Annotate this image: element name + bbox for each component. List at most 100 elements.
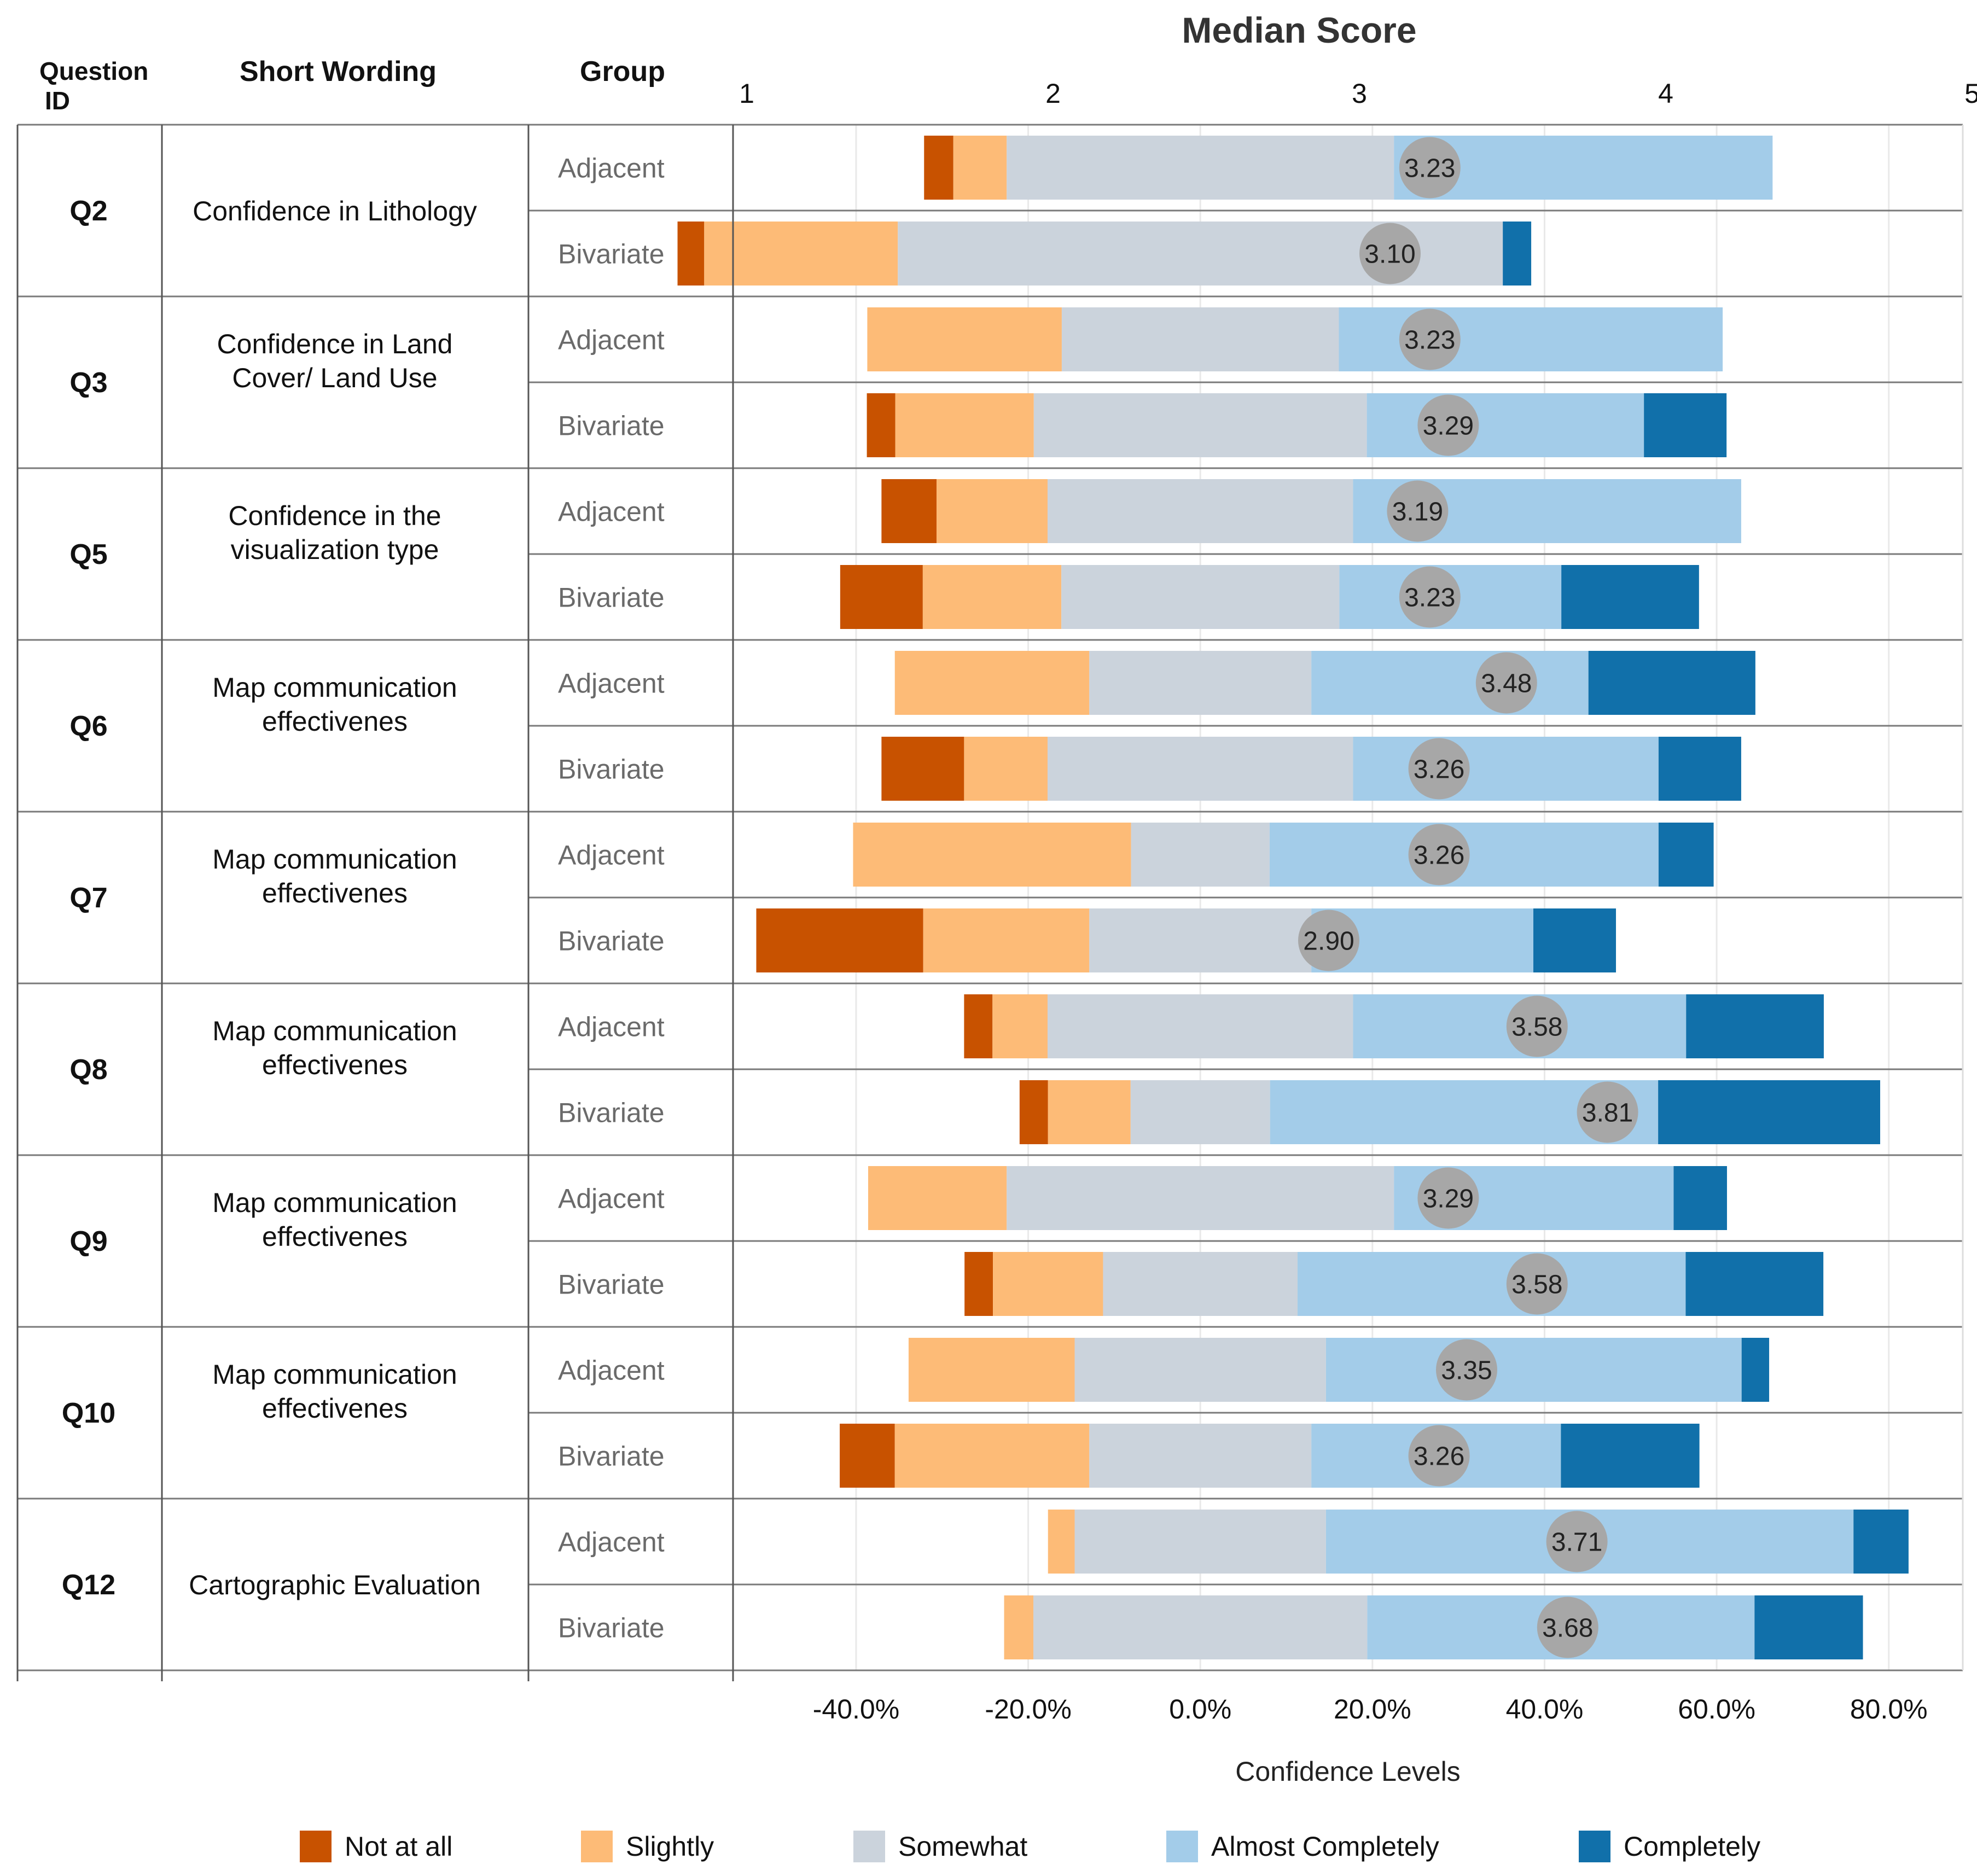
median-label: 3.35 bbox=[1441, 1356, 1492, 1385]
bar-segment bbox=[1089, 908, 1312, 972]
x-tick-label: 80.0% bbox=[1850, 1694, 1928, 1724]
x-tick-label: 60.0% bbox=[1678, 1694, 1755, 1724]
bar-segment bbox=[964, 1252, 993, 1316]
median-label: 3.19 bbox=[1392, 498, 1443, 527]
median-marker bbox=[1475, 652, 1537, 714]
group-label: Adjacent bbox=[558, 325, 665, 356]
question-id: Q12 bbox=[62, 1569, 115, 1601]
bar-segment bbox=[1853, 1510, 1909, 1574]
bar-segment bbox=[1033, 393, 1367, 457]
x-tick-label: -40.0% bbox=[813, 1694, 899, 1724]
median-label: 3.71 bbox=[1551, 1528, 1602, 1557]
question-id: Q10 bbox=[62, 1397, 115, 1429]
bar-segment bbox=[1311, 651, 1589, 715]
median-label: 3.81 bbox=[1582, 1099, 1633, 1128]
legend-swatch bbox=[853, 1831, 885, 1862]
median-label: 3.48 bbox=[1481, 669, 1532, 698]
median-marker bbox=[1408, 1425, 1470, 1487]
median-label: 3.26 bbox=[1414, 1442, 1464, 1471]
group-label: Bivariate bbox=[558, 1613, 665, 1644]
bar-segment bbox=[867, 393, 896, 457]
bar-segment bbox=[1007, 1166, 1394, 1230]
bar-segment bbox=[894, 1424, 1090, 1488]
bar-segment bbox=[922, 565, 1062, 629]
short-wording: Confidence in the visualization type bbox=[228, 500, 441, 565]
median-label: 3.26 bbox=[1414, 755, 1464, 784]
bar-segment bbox=[1089, 1424, 1312, 1488]
bar-segment bbox=[1047, 737, 1353, 801]
bar-segment bbox=[1007, 136, 1394, 200]
bar-segment bbox=[1686, 994, 1824, 1058]
bar-segment bbox=[1533, 908, 1617, 972]
legend-label: Somewhat bbox=[898, 1831, 1027, 1862]
bar-segment bbox=[1339, 307, 1723, 371]
median-marker bbox=[1506, 1253, 1568, 1315]
median-axis-tick: 3 bbox=[1352, 78, 1367, 109]
median-label: 3.23 bbox=[1404, 154, 1455, 183]
x-axis-label: Confidence Levels bbox=[1235, 1756, 1460, 1787]
question-id: Q7 bbox=[69, 882, 107, 914]
bar-segment bbox=[1353, 737, 1659, 801]
legend-label: Completely bbox=[1624, 1831, 1760, 1862]
group-label: Bivariate bbox=[558, 926, 665, 957]
bar-segment bbox=[1019, 1080, 1048, 1144]
legend-item: Completely bbox=[1579, 1831, 1760, 1862]
median-marker bbox=[1387, 480, 1449, 542]
median-label: 3.58 bbox=[1511, 1013, 1562, 1042]
median-label: 3.26 bbox=[1414, 841, 1464, 870]
bar-segment bbox=[1754, 1595, 1863, 1659]
bar-segment bbox=[924, 136, 953, 200]
bar-segment bbox=[1061, 307, 1339, 371]
median-marker bbox=[1436, 1339, 1497, 1401]
bar-segment bbox=[1047, 479, 1353, 543]
bar-segment bbox=[1644, 393, 1727, 457]
bar-segment bbox=[868, 1166, 1007, 1230]
bar-segment bbox=[1048, 1510, 1075, 1574]
bar-segment bbox=[756, 908, 923, 972]
median-axis-tick: 4 bbox=[1658, 78, 1673, 109]
legend-item: Almost Completely bbox=[1166, 1831, 1439, 1862]
median-marker bbox=[1537, 1597, 1598, 1658]
bar-segment bbox=[1048, 1080, 1131, 1144]
column-header-question-id: Question ID bbox=[39, 57, 148, 115]
group-label: Adjacent bbox=[558, 840, 665, 871]
median-marker bbox=[1399, 566, 1461, 628]
medians: 3.23 3.10 3.23 3.29 3.19 3.23 3.48 3.26 3.26 2.90… bbox=[1298, 137, 1638, 1658]
median-label: 2.90 bbox=[1303, 927, 1354, 956]
median-axis-tick: 5 bbox=[1964, 78, 1977, 109]
median-marker bbox=[1359, 223, 1421, 284]
bar-segment bbox=[894, 651, 1090, 715]
group-label: Bivariate bbox=[558, 1098, 665, 1128]
legend-item: Somewhat bbox=[853, 1831, 1027, 1862]
bar-segment bbox=[853, 823, 1131, 887]
legend-label: Not at all bbox=[345, 1831, 452, 1862]
group-label: Adjacent bbox=[558, 497, 665, 527]
column-header-short-wording: Short Wording bbox=[240, 56, 437, 88]
bar-segment bbox=[923, 908, 1090, 972]
group-label: Bivariate bbox=[558, 1269, 665, 1300]
median-axis-tick: 2 bbox=[1045, 78, 1061, 109]
median-marker bbox=[1546, 1511, 1608, 1572]
median-marker bbox=[1577, 1081, 1638, 1143]
short-wording: Cartographic Evaluation bbox=[189, 1570, 481, 1600]
group-label: Bivariate bbox=[558, 239, 665, 270]
bar-segment bbox=[1074, 1510, 1326, 1574]
bar-segment bbox=[1047, 994, 1353, 1058]
legend-swatch bbox=[1579, 1831, 1610, 1862]
median-label: 3.68 bbox=[1542, 1614, 1593, 1643]
group-label: Bivariate bbox=[558, 411, 665, 441]
bar-segment bbox=[1130, 1080, 1270, 1144]
question-id: Q9 bbox=[69, 1226, 107, 1257]
median-label: 3.23 bbox=[1404, 326, 1455, 355]
bar-segment bbox=[1503, 222, 1532, 286]
x-tick-label: 0.0% bbox=[1169, 1694, 1231, 1724]
table-lines bbox=[16, 124, 1964, 1681]
median-score-axis: 1 2 3 4 5 bbox=[739, 78, 1977, 109]
bar-segment bbox=[1673, 1166, 1727, 1230]
median-marker bbox=[1298, 910, 1359, 971]
bar-segment bbox=[704, 222, 898, 286]
short-wording: Map communication effectivenes bbox=[212, 1016, 457, 1080]
bar-segment bbox=[895, 393, 1034, 457]
bar-segment bbox=[677, 222, 705, 286]
